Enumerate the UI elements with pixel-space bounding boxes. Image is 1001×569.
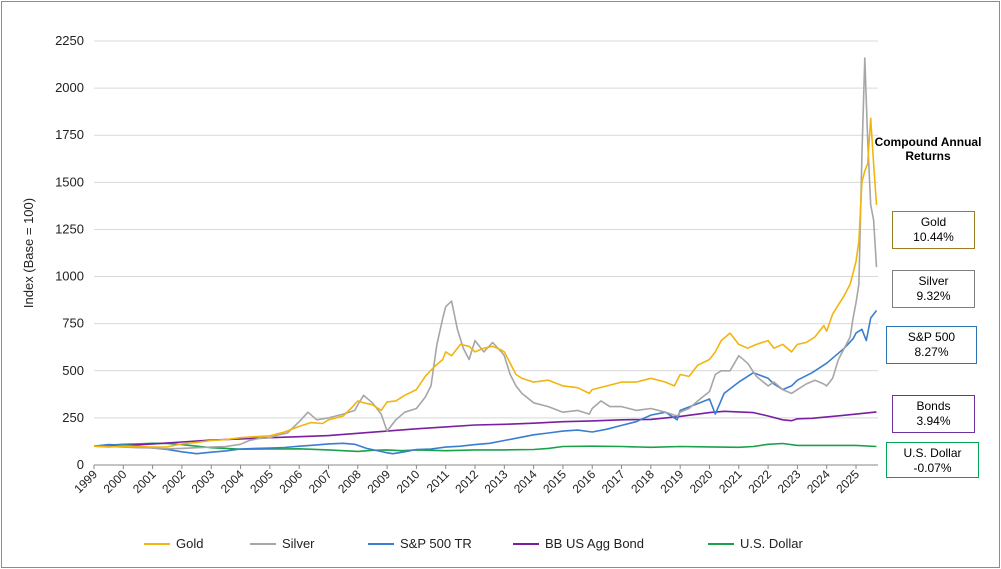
series-lines — [93, 57, 878, 455]
legend-swatch — [368, 542, 394, 545]
cagr-value: 10.44% — [913, 230, 954, 244]
x-tick-labels: 1999 2000 2001 2002 2003 2004 2005 2006 2007 2008… — [71, 465, 862, 496]
x-tick-label: 1999 — [71, 467, 100, 496]
legend-item-s-p-500-tr: S&P 500 TR — [368, 536, 472, 551]
cagr-value: -0.07% — [913, 461, 952, 475]
x-tick-label: 2004 — [218, 467, 247, 496]
series-line-gold — [93, 117, 878, 448]
legend-item-silver: Silver — [250, 536, 315, 551]
x-tick-label: 2011 — [424, 467, 452, 495]
cagr-box-s-p-500: S&P 500 8.27% — [886, 326, 977, 364]
x-tick-label: 2022 — [745, 467, 774, 496]
x-tick-label: 2012 — [452, 467, 481, 496]
x-tick-label: 2018 — [628, 467, 657, 496]
x-tick-label: 2017 — [599, 467, 628, 496]
legend-label: U.S. Dollar — [740, 536, 803, 551]
gridlines — [94, 40, 878, 466]
y-tick-label: 1250 — [55, 221, 84, 236]
x-tick-label: 2015 — [540, 467, 569, 496]
y-tick-label: 0 — [77, 457, 84, 472]
x-tick-label: 2013 — [482, 467, 511, 496]
cagr-box-bonds: Bonds 3.94% — [892, 395, 975, 433]
y-tick-label: 250 — [62, 410, 84, 425]
legend-item-u-s-dollar: U.S. Dollar — [708, 536, 803, 551]
cagr-box-gold: Gold 10.44% — [892, 211, 975, 249]
cagr-value: 3.94% — [916, 414, 951, 428]
legend-label: Gold — [176, 536, 204, 551]
cagr-value: 9.32% — [916, 289, 951, 303]
y-tick-label: 750 — [62, 316, 84, 331]
legend-item-bb-us-agg-bond: BB US Agg Bond — [513, 536, 644, 551]
x-tick-label: 2025 — [833, 467, 862, 496]
cagr-box-silver: Silver 9.32% — [892, 270, 975, 308]
x-tick-label: 2016 — [570, 467, 599, 496]
cagr-label: S&P 500 — [907, 330, 956, 344]
y-tick-label: 2000 — [55, 80, 84, 95]
y-tick-label: 500 — [62, 363, 84, 378]
x-tick-label: 2005 — [247, 467, 276, 496]
cagr-label: Gold — [920, 215, 947, 229]
x-tick-label: 2008 — [335, 467, 364, 496]
cagr-label: U.S. Dollar — [903, 446, 962, 460]
legend-swatch — [708, 542, 734, 545]
series-line-u-s-dollar — [93, 442, 877, 453]
x-tick-label: 2003 — [189, 467, 218, 496]
x-tick-label: 2019 — [658, 467, 687, 496]
x-tick-label: 2010 — [394, 467, 423, 496]
legend-swatch — [513, 542, 539, 545]
legend-label: Silver — [282, 536, 315, 551]
x-tick-label: 2020 — [687, 467, 716, 496]
legend-label: BB US Agg Bond — [545, 536, 645, 551]
cagr-label: Bonds — [916, 399, 951, 413]
x-tick-label: 2024 — [804, 467, 833, 496]
cagr-title: Compound Annual Returns — [874, 135, 982, 163]
legend-swatch — [250, 542, 276, 545]
x-tick-label: 2001 — [130, 467, 159, 496]
y-tick-label: 1000 — [55, 269, 84, 284]
y-tick-label: 1500 — [55, 174, 84, 189]
x-tick-label: 2006 — [276, 467, 305, 496]
x-tick-label: 2023 — [775, 467, 804, 496]
legend-label: S&P 500 TR — [400, 536, 472, 551]
legend-swatch — [144, 542, 170, 545]
y-tick-label: 2250 — [55, 33, 84, 48]
series-line-silver — [93, 57, 878, 450]
x-tick-label: 2009 — [364, 467, 393, 496]
legend: Gold Silver S&P 500 TR BB US Agg Bond U.S. D… — [0, 536, 1001, 554]
y-tick-labels: 0 250 500 750 1000 1250 1500 1750 2000 2250 — [55, 33, 84, 472]
y-tick-label: 1750 — [55, 127, 84, 142]
x-tick-label: 2014 — [511, 467, 540, 496]
x-tick-label: 2002 — [159, 467, 188, 496]
x-tick-label: 2021 — [716, 467, 745, 496]
cagr-box-u-s-dollar: U.S. Dollar -0.07% — [886, 442, 979, 478]
series-line-s-p-500-tr — [93, 310, 878, 455]
cagr-value: 8.27% — [914, 345, 949, 359]
x-tick-label: 2007 — [306, 467, 335, 496]
cagr-label: Silver — [918, 274, 949, 288]
y-axis-label: Index (Base = 100) — [21, 198, 36, 308]
x-tick-label: 2000 — [101, 467, 130, 496]
legend-item-gold: Gold — [144, 536, 203, 551]
